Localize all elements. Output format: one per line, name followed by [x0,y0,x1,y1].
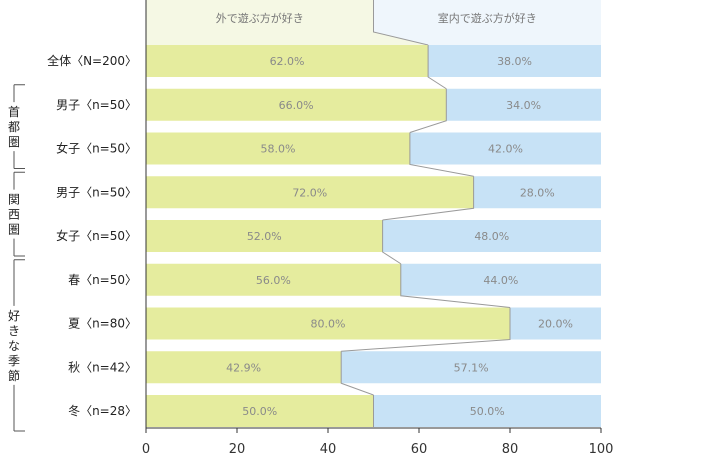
data-label-outdoor: 58.0% [260,143,295,156]
bar-outdoor [146,88,447,121]
connector-line [409,88,447,133]
data-label-outdoor: 62.0% [270,55,305,68]
category-label: 男子〈n=50〉 [56,185,137,199]
category-label: 全体〈N=200〉 [47,53,137,68]
data-label-outdoor: 72.0% [292,186,327,199]
category-label: 男子〈n=50〉 [56,98,137,112]
x-tick-label: 100 [589,442,614,457]
bar-indoor [382,220,601,252]
x-tick-label: 0 [142,442,150,457]
bar-indoor [473,176,601,209]
data-label-indoor: 38.0% [497,55,532,68]
bar-indoor [373,395,601,427]
bar-outdoor [146,132,410,165]
bar-indoor [341,351,601,384]
bar-indoor [510,307,601,340]
data-label-outdoor: 66.0% [279,99,314,112]
connector-line [409,132,474,177]
header-divider [373,0,429,46]
connector-line [382,220,402,265]
x-tick-label: 40 [320,442,337,457]
connector-lines [340,45,511,427]
data-label-outdoor: 52.0% [247,230,282,243]
data-label-indoor: 48.0% [474,230,509,243]
data-label-outdoor: 50.0% [242,405,277,418]
header-panel-indoor [373,0,601,45]
group-label: 首都圏 [8,105,20,149]
data-label-indoor: 50.0% [470,405,505,418]
category-label: 夏〈n=80〉 [68,317,137,331]
column-headers: 外で遊ぶ方が好き 室内で遊ぶ方が好き [146,0,601,46]
bar-indoor [400,263,601,296]
bar-outdoor [146,45,429,77]
data-label-outdoor: 56.0% [256,274,291,287]
data-label-indoor: 57.1% [454,361,489,374]
bars: 62.0% 38.0% 66.0% 34.0% 58.0% 42.0% 72.0% 28.0%… [146,45,601,427]
bar-outdoor [146,395,374,427]
data-label-indoor: 44.0% [483,274,518,287]
connector-line [427,45,447,90]
x-tick-label: 20 [229,442,246,457]
data-label-indoor: 20.0% [538,318,573,331]
x-tick-label: 80 [502,442,519,457]
x-tick-label: 60 [411,442,428,457]
category-label: 女子〈n=50〉 [56,141,137,156]
bar-indoor [428,45,601,77]
x-axis: 0 20 40 60 80 100 [142,0,614,457]
series-name-indoor: 室内で遊ぶ方が好き [438,11,537,25]
connector-line [341,307,511,352]
group-label: 関西圏 [8,193,20,237]
connector-line [382,176,475,221]
category-label: 女子〈n=50〉 [56,228,137,243]
bar-outdoor [146,176,474,209]
data-label-outdoor: 42.9% [226,361,261,374]
category-label: 秋〈n=42〉 [68,360,137,374]
connector-line [340,351,374,396]
series-name-outdoor: 外で遊ぶ方が好き [216,11,304,25]
bar-outdoor [146,220,383,252]
bar-indoor [409,132,601,165]
bar-outdoor [146,351,342,384]
connector-line [400,263,511,308]
data-label-outdoor: 80.0% [311,318,346,331]
bar-outdoor [146,263,401,296]
data-label-indoor: 42.0% [488,143,523,156]
category-label: 春〈n=50〉 [68,273,137,287]
bar-indoor [446,88,601,121]
data-label-indoor: 34.0% [506,99,541,112]
data-label-indoor: 28.0% [520,186,555,199]
group-label: 好きな季節 [8,309,20,383]
header-panel-outdoor [146,0,429,45]
category-labels: 全体〈N=200〉男子〈n=50〉女子〈n=50〉男子〈n=50〉女子〈n=50… [47,53,137,418]
bar-outdoor [146,307,510,340]
category-label: 冬〈n=28〉 [68,403,137,418]
